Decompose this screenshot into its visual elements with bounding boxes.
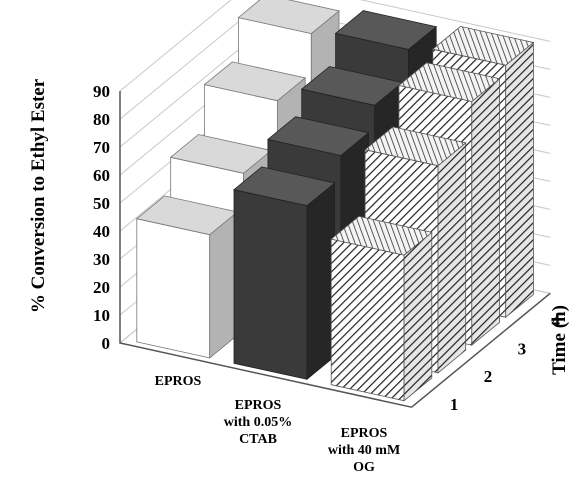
time-tick-label: 1 — [450, 395, 459, 414]
bar-top-face — [330, 215, 433, 256]
bar-top-face — [267, 116, 370, 156]
y-tick-label: 60 — [93, 166, 110, 185]
bar-front-face — [136, 218, 211, 359]
bar — [135, 195, 239, 359]
y-tick-label: 0 — [102, 334, 111, 353]
y-tick-label: 50 — [93, 194, 110, 213]
y-axis-label: % Conversion to Ethyl Ester — [28, 78, 49, 313]
y-tick-label: 10 — [93, 306, 110, 325]
y-axis-ticks: 0 10 20 30 40 50 60 70 80 90 — [93, 82, 110, 353]
y-tick-label: 90 — [93, 82, 110, 101]
bar-top-face — [398, 62, 501, 102]
y-tick-label: 20 — [93, 278, 110, 297]
x-category-label-line: with 0.05% — [224, 415, 292, 430]
gridline — [119, 0, 551, 92]
bar-front-face — [233, 189, 308, 380]
time-axis-label: Time (h) — [549, 305, 570, 375]
x-category-label-line: CTAB — [239, 432, 277, 447]
bar-top-face — [334, 10, 438, 50]
x-category-label-line: OG — [353, 460, 375, 475]
time-tick-label: 2 — [484, 367, 493, 386]
x-category-label-line: EPROS — [155, 374, 202, 389]
bar-side-face — [437, 142, 467, 374]
bar-top-face — [364, 126, 467, 167]
x-category-label: EPROS — [155, 374, 202, 389]
x-category-label-line: EPROS — [341, 426, 388, 441]
x-axis-category-labels: EPROS EPROS with 0.05% CTAB EPROS with 40 mM O… — [155, 374, 401, 475]
time-tick-label: 3 — [518, 339, 527, 358]
bar-side-face — [306, 182, 336, 381]
bar-top-face — [237, 0, 340, 35]
bar-side-face — [471, 77, 501, 346]
x-category-label: EPROS with 0.05% CTAB — [224, 398, 292, 447]
axis-line — [119, 91, 412, 408]
bars — [135, 0, 535, 402]
y-tick-label: 40 — [93, 222, 110, 241]
bar-side-face — [403, 231, 433, 402]
bar-side-face — [209, 211, 238, 359]
bar-top-face — [431, 25, 535, 66]
bar — [233, 166, 336, 381]
y-tick-label: 30 — [93, 250, 110, 269]
x-category-label-line: with 40 mM — [328, 443, 400, 458]
bar-top-face — [233, 166, 336, 207]
y-tick-label: 80 — [93, 110, 110, 129]
time-tick-label: 4 — [551, 312, 560, 331]
y-tick-label: 70 — [93, 138, 110, 157]
time-axis-ticks: 1 2 3 4 — [450, 312, 561, 414]
bar-top-face — [203, 61, 307, 102]
bar — [330, 215, 433, 402]
bar-side-face — [505, 41, 534, 319]
bar-front-face — [330, 238, 405, 402]
x-category-label-line: EPROS — [235, 398, 282, 413]
x-category-label: EPROS with 40 mM OG — [328, 426, 400, 475]
time-axis-line — [411, 292, 551, 408]
